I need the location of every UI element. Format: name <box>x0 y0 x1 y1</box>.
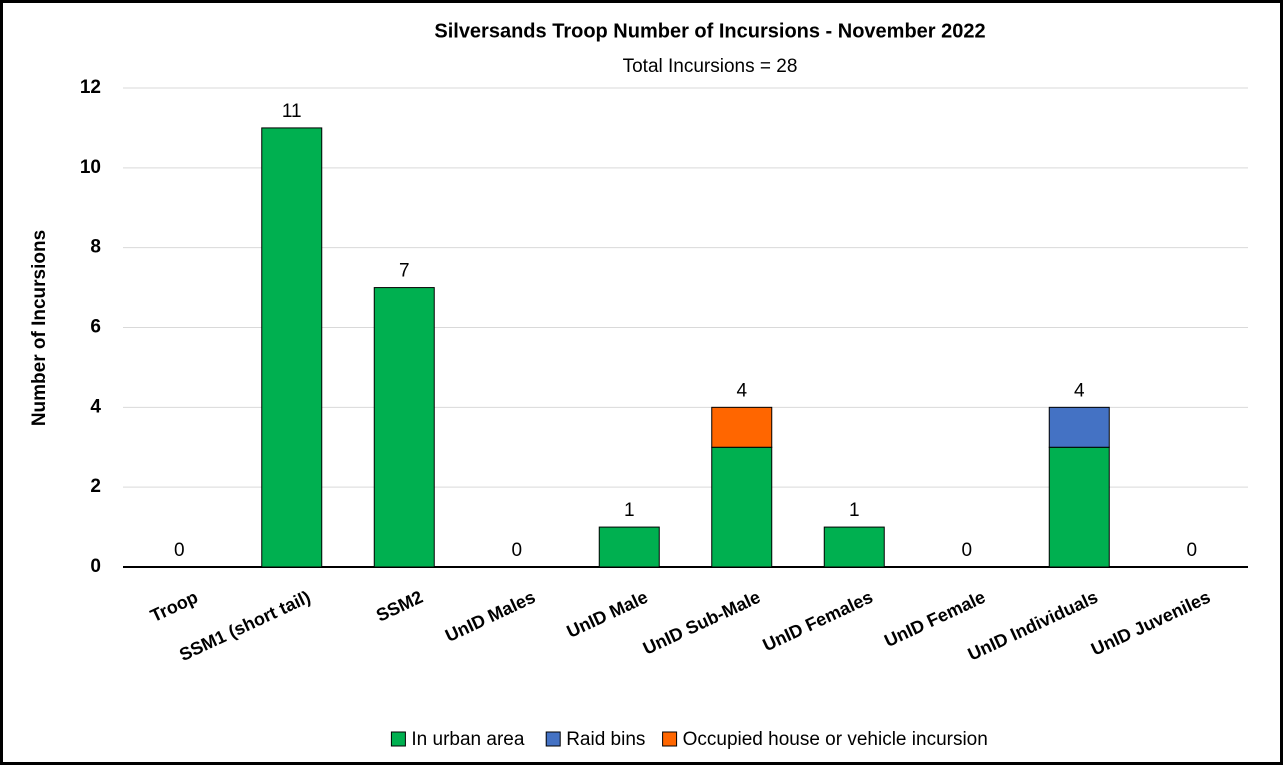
bar-segment <box>373 287 435 568</box>
y-tick-label: 6 <box>90 317 101 338</box>
total-label: 4 <box>1074 380 1085 401</box>
total-label: 4 <box>736 380 747 401</box>
legend-swatch <box>545 731 561 747</box>
total-label: 7 <box>399 261 410 282</box>
bar-segment <box>261 127 323 568</box>
y-tick-label: 2 <box>90 476 101 497</box>
y-tick-label: 8 <box>90 237 101 258</box>
bar-segment <box>823 526 885 568</box>
y-tick-label: 12 <box>80 77 101 98</box>
y-tick-label: 0 <box>90 556 101 577</box>
legend-swatch <box>662 731 678 747</box>
total-label: 0 <box>961 540 972 561</box>
total-label: 0 <box>1186 540 1197 561</box>
y-tick-label: 10 <box>80 157 101 178</box>
legend-label: Raid bins <box>566 729 645 750</box>
total-label: 0 <box>511 540 522 561</box>
chart-subtitle: Total Incursions = 28 <box>623 56 798 77</box>
y-tick-label: 4 <box>90 396 101 417</box>
legend-swatch <box>390 731 406 747</box>
bar-segment <box>1048 446 1110 568</box>
legend-label: In urban area <box>411 729 524 750</box>
total-label: 0 <box>174 540 185 561</box>
bar-segment <box>711 406 773 448</box>
bar-segment <box>598 526 660 568</box>
total-label: 11 <box>282 101 302 122</box>
total-label: 1 <box>849 500 860 521</box>
legend-label: Occupied house or vehicle incursion <box>683 729 988 750</box>
total-label: 1 <box>624 500 635 521</box>
bar-segment <box>711 446 773 568</box>
chart-title: Silversands Troop Number of Incursions -… <box>434 20 985 42</box>
y-axis-label: Number of Incursions <box>29 230 50 426</box>
bar-segment <box>1048 406 1110 448</box>
